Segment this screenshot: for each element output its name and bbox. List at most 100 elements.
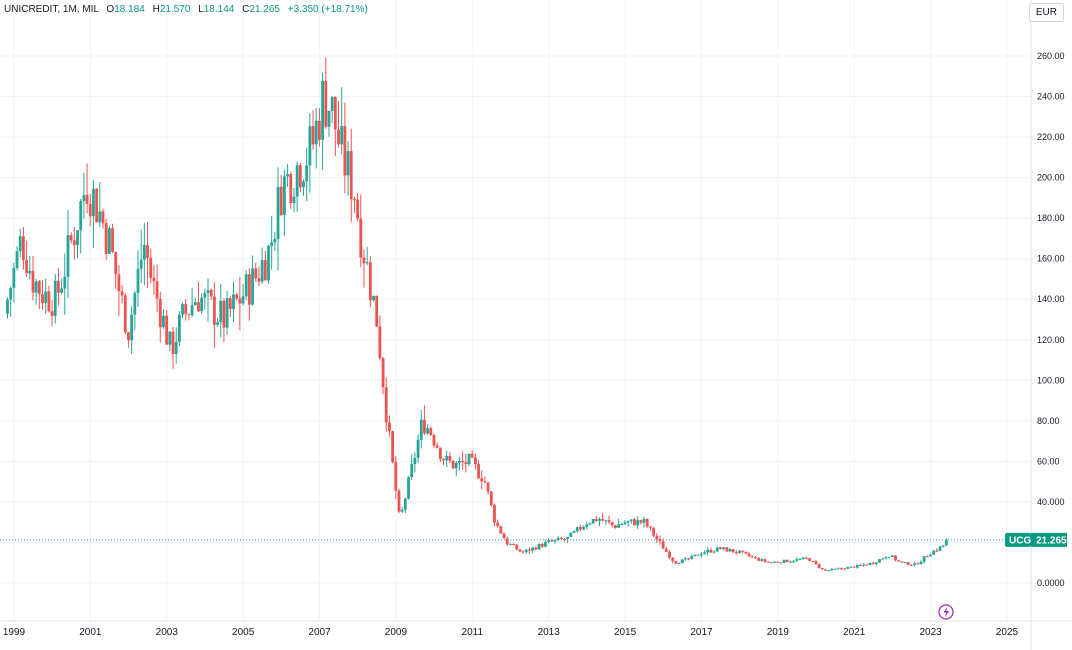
x-tick-label: 2015 xyxy=(614,627,637,638)
candle-body xyxy=(104,223,108,254)
candle-body xyxy=(353,199,356,201)
x-tick-label: 1999 xyxy=(3,627,26,638)
candle-body xyxy=(594,518,598,521)
candle-body xyxy=(906,562,910,566)
candle-body xyxy=(120,291,124,296)
candle-body xyxy=(247,274,251,305)
candle-body xyxy=(881,558,885,560)
candle-body xyxy=(190,305,194,316)
candle-body xyxy=(9,287,13,300)
time-axis[interactable]: 1999 2001 2003 2005 2007 2009 2011 2013 2015 2017… xyxy=(3,627,1019,638)
candle-body xyxy=(477,464,480,479)
candle-body xyxy=(209,290,213,297)
candle-body xyxy=(273,239,277,243)
candle-body xyxy=(785,559,789,563)
change-value: +3.350 (+18.71%) xyxy=(287,4,368,15)
candle-body xyxy=(626,520,630,523)
candle-body xyxy=(168,331,172,345)
candle-body xyxy=(362,257,366,264)
candle-body xyxy=(302,181,305,188)
candle-body xyxy=(725,547,729,552)
candle-body xyxy=(162,315,165,328)
candle-body xyxy=(610,522,614,526)
candle-body xyxy=(668,551,671,558)
candle-body xyxy=(429,428,433,435)
y-tick-label: 60.00 xyxy=(1037,456,1060,466)
candle-body xyxy=(925,556,929,558)
candle-body xyxy=(531,547,535,551)
lightning-icon[interactable] xyxy=(938,604,954,620)
candle-body xyxy=(6,299,9,314)
candle-body xyxy=(206,290,210,294)
candle-body xyxy=(12,267,16,288)
candle-body xyxy=(314,120,318,145)
candle-body xyxy=(283,176,286,215)
candle-body xyxy=(359,218,363,258)
candle-body xyxy=(550,540,554,542)
candle-body xyxy=(432,434,436,446)
candle-body xyxy=(512,544,515,546)
candle-body xyxy=(703,552,706,555)
candle-body xyxy=(629,519,633,521)
candle-body xyxy=(197,302,200,312)
candle-body xyxy=(95,188,99,223)
x-tick-label: 2005 xyxy=(232,627,255,638)
candle-body xyxy=(426,428,430,434)
candle-body xyxy=(811,560,815,562)
candle-body xyxy=(69,235,73,241)
candle-body xyxy=(149,258,153,278)
candle-body xyxy=(731,549,735,553)
candle-body xyxy=(601,518,605,521)
candle-body xyxy=(734,552,738,554)
candle-body xyxy=(598,518,601,521)
candle-body xyxy=(798,559,802,561)
currency-button[interactable]: EUR xyxy=(1028,3,1064,22)
candle-body xyxy=(85,194,89,204)
candle-body xyxy=(553,539,557,542)
candle-body xyxy=(874,562,878,564)
candle-body xyxy=(375,295,379,327)
candle-body xyxy=(833,568,837,570)
low-label: L xyxy=(198,4,204,15)
candle-body xyxy=(238,298,242,304)
candle-body xyxy=(451,460,455,469)
candle-body xyxy=(922,556,926,562)
y-tick-label: 0.0000 xyxy=(1037,578,1065,588)
candle-body xyxy=(913,563,916,566)
candle-body xyxy=(757,558,761,561)
last-price-symbol: UCG xyxy=(1009,535,1031,546)
candle-body xyxy=(941,545,945,547)
candle-body xyxy=(655,535,659,540)
candle-body xyxy=(859,564,862,566)
open-value: 18.184 xyxy=(114,4,145,15)
candle-body xyxy=(614,525,617,528)
candle-body xyxy=(146,245,149,259)
x-tick-label: 2023 xyxy=(919,627,942,638)
candle-body xyxy=(604,520,608,522)
candle-body xyxy=(909,565,913,567)
candle-body xyxy=(830,568,834,571)
candle-body xyxy=(865,564,869,566)
candle-body xyxy=(633,519,636,526)
candle-body xyxy=(22,236,25,261)
candle-body xyxy=(298,165,302,188)
candle-body xyxy=(123,295,127,333)
candle-body xyxy=(894,555,897,561)
candle-body xyxy=(407,477,410,499)
last-price-badge: UCG 21.265 xyxy=(1005,532,1067,547)
candle-body xyxy=(607,520,611,523)
candle-body xyxy=(72,240,76,246)
candle-body xyxy=(709,549,713,553)
high-label: H xyxy=(152,4,160,15)
candle-body xyxy=(200,297,204,312)
candle-body xyxy=(279,186,283,215)
candle-body xyxy=(839,568,843,570)
candle-body xyxy=(505,538,509,545)
x-tick-label: 2007 xyxy=(308,627,331,638)
candle-body xyxy=(508,544,512,546)
candle-body xyxy=(722,547,726,549)
candle-body xyxy=(824,569,827,571)
price-axis[interactable]: 0.0000 40.000 60.00 80.00 100.00 120.00 140.00… xyxy=(1037,51,1065,588)
candle-body xyxy=(467,453,471,465)
